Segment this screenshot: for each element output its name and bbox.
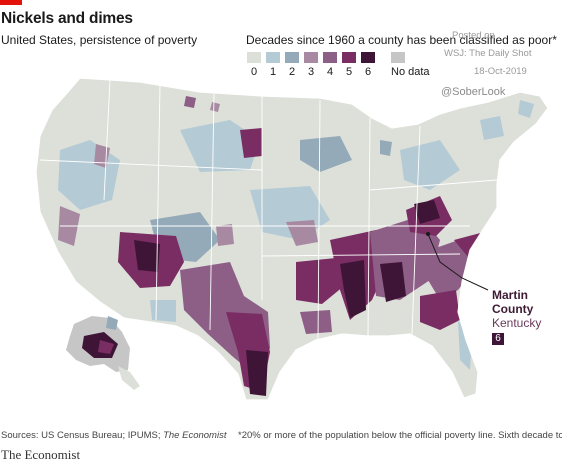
legend-swatch-0: [247, 52, 261, 63]
legend-label-5: 5: [345, 66, 353, 78]
watermark-source: WSJ: The Daily Shot: [444, 48, 532, 59]
state-borders: [39, 79, 498, 341]
legend-swatch-2: [285, 52, 299, 63]
footer-sources: Sources: US Census Bureau; IPUMS; The Ec…: [1, 430, 226, 441]
martin-county-callout: Martin County Kentucky 6: [492, 288, 541, 345]
callout-county-suffix: County: [492, 302, 534, 316]
brand-red-tag: [0, 0, 22, 5]
watermark-handle: @SoberLook: [441, 86, 506, 98]
footer-note: *20% or more of the population below the…: [238, 430, 562, 441]
chart-subtitle: United States, persistence of poverty: [1, 33, 198, 47]
legend-swatch-6: [361, 52, 375, 63]
legend-swatch-5: [342, 52, 356, 63]
callout-state: Kentucky: [492, 316, 542, 330]
legend-label-no-data: No data: [391, 66, 430, 78]
sources-italic: The Economist: [163, 430, 227, 441]
watermark-posted-on: Posted on: [452, 30, 495, 41]
legend-label-2: 2: [288, 66, 296, 78]
chart-title: Nickels and dimes: [1, 10, 133, 27]
legend-swatch-4: [323, 52, 337, 63]
sources-text: Sources: US Census Bureau; IPUMS;: [1, 430, 164, 441]
callout-county-name: Martin: [492, 288, 528, 302]
legend-label-1: 1: [269, 66, 277, 78]
legend-title: Decades since 1960 a county has been cla…: [246, 33, 557, 47]
legend-label-4: 4: [326, 66, 334, 78]
callout-value-badge: 6: [492, 333, 504, 345]
contiguous-us: [35, 77, 549, 401]
legend-label-6: 6: [364, 66, 372, 78]
martin-county-pointer: [426, 232, 489, 291]
brand-logo: The Economist: [1, 447, 81, 462]
legend-swatch-no-data: [391, 52, 405, 63]
legend-swatch-1: [266, 52, 280, 63]
legend-label-0: 0: [250, 66, 258, 78]
legend-swatch-3: [304, 52, 318, 63]
alaska: [66, 316, 140, 390]
watermark-date: 18-Oct-2019: [474, 66, 527, 77]
legend-label-3: 3: [307, 66, 315, 78]
us-county-poverty-map: [35, 77, 549, 401]
